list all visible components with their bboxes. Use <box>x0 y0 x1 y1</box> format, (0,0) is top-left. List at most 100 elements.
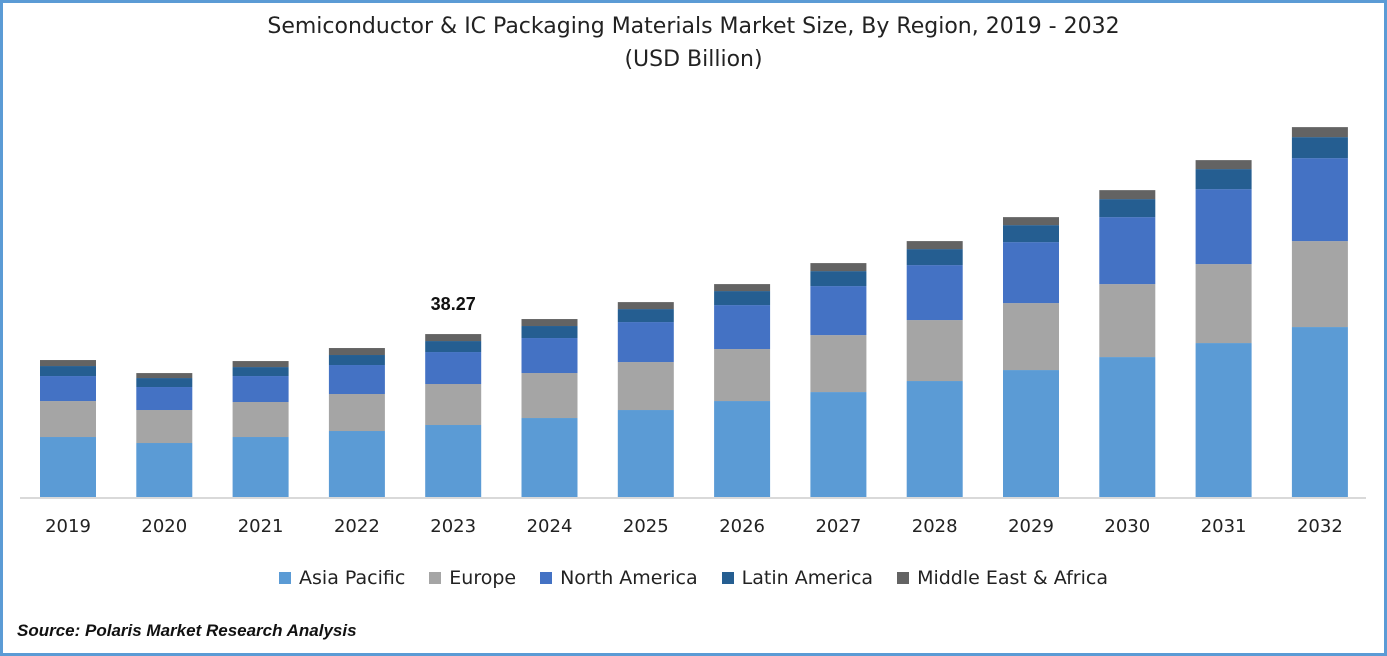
bar-segment-2022-north-america <box>328 365 385 395</box>
bar-segment-2020-north-america <box>136 387 193 411</box>
legend-swatch <box>279 572 292 584</box>
bar-segment-2024-latin-america <box>521 326 578 339</box>
bar-segment-2028-north-america <box>906 265 963 321</box>
bar-segment-2021-europe <box>232 402 289 438</box>
legend-swatch <box>540 572 553 584</box>
legend-swatch <box>721 572 734 584</box>
bar-segment-2027-north-america <box>810 286 867 336</box>
legend-label: Asia Pacific <box>299 567 406 589</box>
bar-segment-2019-latin-america <box>40 366 96 377</box>
legend: Asia Pacific Europe North America Latin Ame… <box>0 567 1387 589</box>
bar-segment-2031-middle-east-africa <box>1195 160 1252 170</box>
bar-segment-2026-middle-east-africa <box>714 284 771 292</box>
source-note: Source: Polaris Market Research Analysis <box>17 621 357 640</box>
bar-segment-2032-north-america <box>1291 158 1348 242</box>
legend-label: North America <box>560 567 698 589</box>
bar-segment-2028-latin-america <box>906 249 963 266</box>
bar-segment-2031-north-america <box>1195 189 1252 265</box>
bar-segment-2025-latin-america <box>617 309 674 323</box>
bar-segment-2032-latin-america <box>1291 137 1348 159</box>
bar-segment-2030-middle-east-africa <box>1099 190 1156 200</box>
bar-segment-2019-asia-pacific <box>40 437 96 497</box>
bar-segment-2030-latin-america <box>1099 199 1156 218</box>
bar-segment-2024-europe <box>521 373 578 419</box>
legend-label: Europe <box>449 567 517 589</box>
bar-segment-2022-middle-east-africa <box>328 348 385 356</box>
x-tick-label: 2032 <box>1297 516 1343 537</box>
bar-segment-2020-middle-east-africa <box>136 373 193 379</box>
bar-segment-2029-latin-america <box>1003 225 1059 243</box>
bar-segment-2025-asia-pacific <box>617 410 674 497</box>
bar-segment-2026-north-america <box>714 305 771 350</box>
chart-subtitle: (USD Billion) <box>624 47 763 72</box>
bar-segment-2020-europe <box>136 410 193 444</box>
chart-title: Semiconductor & IC Packaging Materials M… <box>267 14 1120 39</box>
legend-swatch <box>897 572 910 584</box>
bar-segment-2022-europe <box>328 394 385 432</box>
bar-segment-2022-asia-pacific <box>328 431 385 497</box>
x-tick-label: 2023 <box>430 516 476 537</box>
legend-label: Latin America <box>741 567 874 589</box>
bar-segment-2028-asia-pacific <box>906 381 963 497</box>
x-tick-label: 2027 <box>815 516 861 537</box>
bar-segment-2024-north-america <box>521 338 578 374</box>
legend-item: Asia Pacific <box>279 567 405 589</box>
legend-swatch <box>429 572 442 584</box>
bar-segment-2019-middle-east-africa <box>40 360 96 367</box>
bar-segment-2027-middle-east-africa <box>810 263 867 272</box>
bar-segment-2023-middle-east-africa <box>425 334 482 342</box>
bar-segment-2032-asia-pacific <box>1291 327 1348 497</box>
bar-segment-2020-latin-america <box>136 378 193 388</box>
legend-item: Middle East & Africa <box>897 567 1108 589</box>
bar-segment-2025-europe <box>617 362 674 411</box>
bar-segment-2027-asia-pacific <box>810 392 867 497</box>
bar-segment-2029-europe <box>1003 303 1059 371</box>
x-tick-label: 2030 <box>1104 516 1150 537</box>
bar-segment-2026-asia-pacific <box>714 401 771 497</box>
x-tick-label: 2026 <box>719 516 765 537</box>
x-tick-label: 2019 <box>45 516 91 537</box>
bar-segment-2026-europe <box>714 349 771 402</box>
bar-segment-2023-asia-pacific <box>425 425 482 497</box>
bar-segment-2027-latin-america <box>810 271 867 287</box>
bar-segment-2020-asia-pacific <box>136 443 193 497</box>
x-tick-label: 2022 <box>334 516 380 537</box>
x-tick-label: 2020 <box>141 516 187 537</box>
legend-item: Latin America <box>721 567 874 589</box>
x-tick-label: 2025 <box>623 516 669 537</box>
x-tick-label: 2031 <box>1201 516 1247 537</box>
bar-segment-2025-north-america <box>617 322 674 363</box>
bar-segment-2032-europe <box>1291 241 1348 328</box>
bar-segment-2022-latin-america <box>328 355 385 366</box>
bar-segment-2021-latin-america <box>232 367 289 377</box>
bar-segment-2019-europe <box>40 401 96 438</box>
bar-segment-2029-asia-pacific <box>1003 370 1059 497</box>
bar-segment-2030-north-america <box>1099 217 1156 285</box>
bar-segment-2030-europe <box>1099 284 1156 358</box>
data-label: 38.27 <box>431 294 476 314</box>
bar-segment-2029-middle-east-africa <box>1003 217 1059 226</box>
bar-segment-2021-north-america <box>232 376 289 403</box>
bar-segment-2026-latin-america <box>714 291 771 306</box>
bar-segment-2019-north-america <box>40 376 96 402</box>
bar-segment-2029-north-america <box>1003 242 1059 304</box>
bar-segment-2028-europe <box>906 320 963 382</box>
bar-segment-2031-asia-pacific <box>1195 343 1252 497</box>
bar-segment-2024-middle-east-africa <box>521 319 578 327</box>
x-tick-label: 2021 <box>238 516 284 537</box>
x-tick-label: 2024 <box>527 516 573 537</box>
bar-segment-2021-middle-east-africa <box>232 361 289 368</box>
legend-item: Europe <box>429 567 516 589</box>
bar-segment-2023-latin-america <box>425 341 482 353</box>
bar-segment-2030-asia-pacific <box>1099 357 1156 497</box>
bar-segment-2024-asia-pacific <box>521 418 578 497</box>
x-tick-label: 2028 <box>912 516 958 537</box>
bar-segment-2032-middle-east-africa <box>1291 127 1348 138</box>
bar-segment-2031-europe <box>1195 264 1252 344</box>
bar-segment-2023-north-america <box>425 352 482 385</box>
bar-segment-2021-asia-pacific <box>232 437 289 497</box>
legend-label: Middle East & Africa <box>917 567 1108 589</box>
bar-segment-2028-middle-east-africa <box>906 241 963 250</box>
bar-segment-2025-middle-east-africa <box>617 302 674 310</box>
